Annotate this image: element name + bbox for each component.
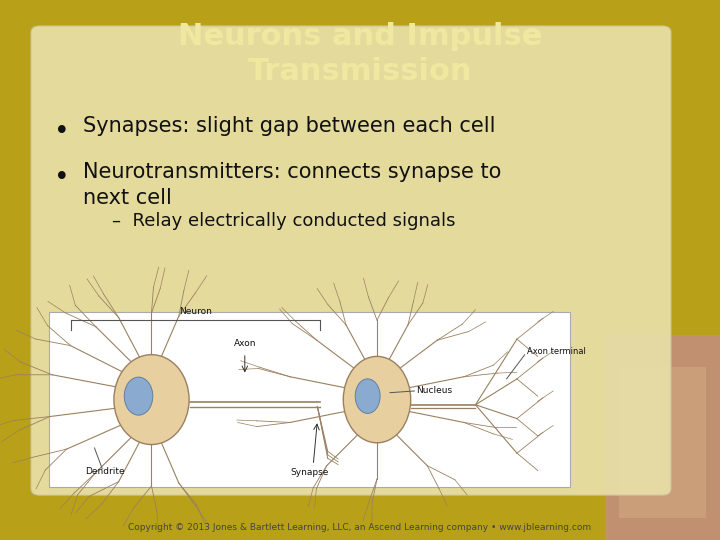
Ellipse shape [343,356,410,443]
Ellipse shape [125,377,153,415]
Text: •: • [54,119,70,145]
Text: –  Relay electrically conducted signals: – Relay electrically conducted signals [112,212,455,230]
FancyBboxPatch shape [49,312,570,487]
Text: Axon terminal: Axon terminal [527,347,586,356]
Text: Copyright © 2013 Jones & Bartlett Learning, LLC, an Ascend Learning company • ww: Copyright © 2013 Jones & Bartlett Learni… [128,523,592,532]
Text: Nucleus: Nucleus [416,387,452,395]
Ellipse shape [114,355,189,444]
Text: Neurotransmitters: connects synapse to
next cell: Neurotransmitters: connects synapse to n… [83,162,501,208]
Bar [619,367,706,518]
Text: Synapse: Synapse [290,468,329,477]
Text: Dendrite: Dendrite [85,467,125,476]
Text: •: • [54,165,70,191]
FancyBboxPatch shape [31,26,671,495]
Text: Synapses: slight gap between each cell: Synapses: slight gap between each cell [83,116,495,136]
Bar [605,335,720,540]
Text: Neuron: Neuron [179,307,212,316]
Ellipse shape [355,379,380,414]
Text: Neurons and Impulse
Transmission: Neurons and Impulse Transmission [178,22,542,86]
Text: Axon: Axon [233,339,256,348]
